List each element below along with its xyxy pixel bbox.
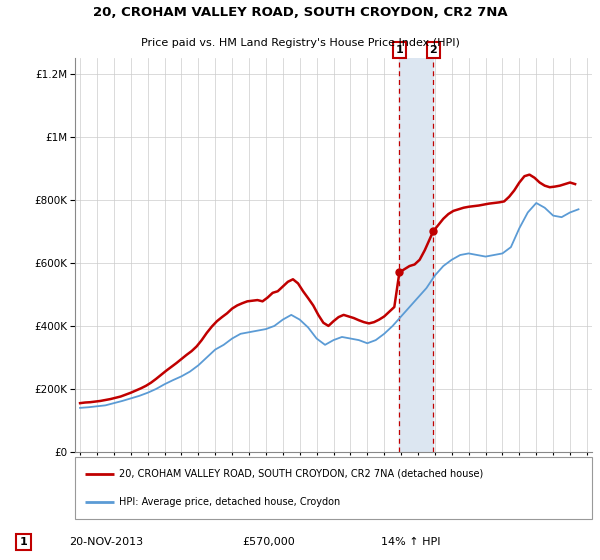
Text: 2: 2 [430, 45, 437, 55]
Text: 1: 1 [395, 45, 403, 55]
Text: 1: 1 [20, 537, 28, 547]
Bar [400, 58, 433, 452]
Text: 20, CROHAM VALLEY ROAD, SOUTH CROYDON, CR2 7NA: 20, CROHAM VALLEY ROAD, SOUTH CROYDON, C… [92, 6, 508, 18]
Text: £570,000: £570,000 [242, 537, 295, 547]
Text: Price paid vs. HM Land Registry's House Price Index (HPI): Price paid vs. HM Land Registry's House … [140, 38, 460, 48]
Text: 14% ↑ HPI: 14% ↑ HPI [380, 537, 440, 547]
FancyBboxPatch shape [75, 457, 592, 519]
Text: 20, CROHAM VALLEY ROAD, SOUTH CROYDON, CR2 7NA (detached house): 20, CROHAM VALLEY ROAD, SOUTH CROYDON, C… [119, 469, 483, 479]
Text: 20-NOV-2013: 20-NOV-2013 [70, 537, 144, 547]
Text: HPI: Average price, detached house, Croydon: HPI: Average price, detached house, Croy… [119, 497, 340, 507]
